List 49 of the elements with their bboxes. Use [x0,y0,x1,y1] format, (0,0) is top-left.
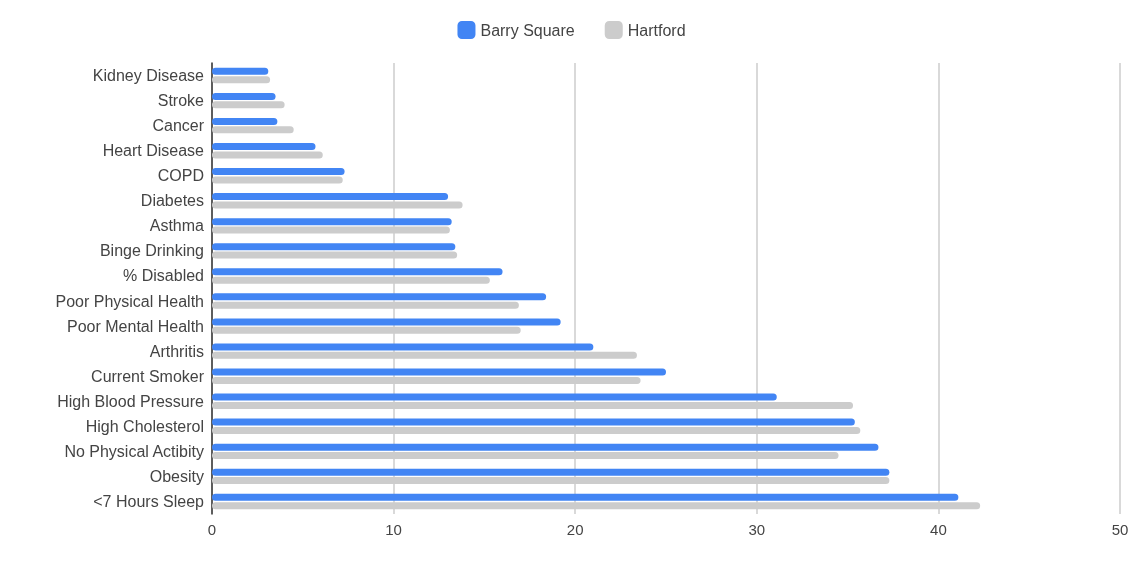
y-tick-label: Binge Drinking [99,242,204,260]
bar [212,443,879,451]
bar [212,101,285,109]
bar [212,293,547,301]
y-tick-label: No Physical Actibity [64,442,204,460]
y-tick-label: Heart Disease [102,142,205,160]
bar [212,176,343,184]
y-tick-label: Poor Mental Health [67,317,204,335]
y-tick-label: Diabetes [140,192,204,210]
bar [212,193,449,201]
bar [212,142,316,150]
bar [212,67,269,75]
bar [212,493,959,501]
bar [212,168,345,176]
x-tick-label: 50 [1111,521,1129,538]
bar [212,318,561,326]
y-tick-label: High Cholesterol [85,417,204,435]
x-tick-label: 10 [385,521,402,538]
y-tick-label: Stroke [157,92,205,110]
legend-label: Barry Square [480,21,575,39]
bar [212,76,271,84]
bar [212,92,276,100]
x-tick-label: 30 [748,521,766,538]
bar [212,151,323,159]
bar [212,218,452,226]
y-tick-label: COPD [157,167,204,185]
x-tick-label: 20 [566,521,584,538]
x-tick-label: 40 [930,521,947,538]
y-tick-label: Kidney Disease [92,67,205,85]
y-tick-label: High Blood Pressure [57,392,205,410]
y-tick-label: Obesity [149,467,204,485]
bar [212,343,594,351]
bar [212,243,456,251]
bar [212,368,666,376]
bar [212,418,855,426]
y-tick-label: Poor Physical Health [55,292,204,310]
y-tick-label: Current Smoker [91,367,205,385]
bar [212,268,503,276]
x-tick-label: 0 [207,521,217,538]
bar [212,117,278,125]
legend-label: Hartford [627,21,686,39]
y-tick-label: Asthma [149,217,205,235]
y-tick-label: % Disabled [123,267,204,285]
y-tick-label: Cancer [152,117,205,135]
y-tick-label: Arthritis [149,342,204,360]
bar [212,126,294,134]
bar [212,468,890,476]
bar [212,393,777,401]
y-tick-label: <7 Hours Sleep [93,492,205,510]
